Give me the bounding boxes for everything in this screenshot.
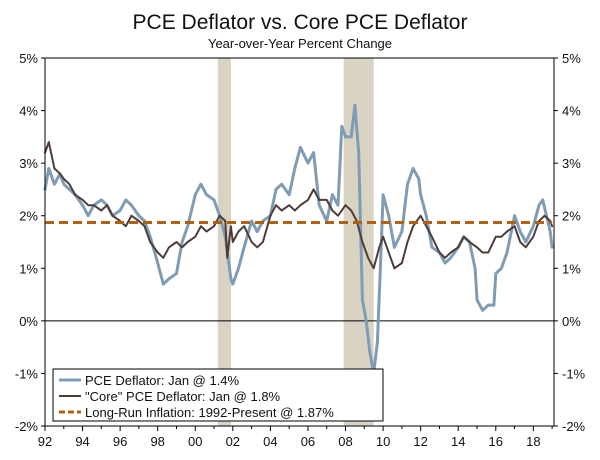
chart-subtitle: Year-over-Year Percent Change xyxy=(208,36,392,51)
series-line-1 xyxy=(43,103,554,375)
x-tick-label: 16 xyxy=(489,434,503,449)
legend: PCE Deflator: Jan @ 1.4%"Core" PCE Defla… xyxy=(52,368,384,422)
x-tick-label: 06 xyxy=(301,434,315,449)
y-tick-label-right: 0% xyxy=(562,314,581,329)
y-tick-label-right: 5% xyxy=(562,51,581,66)
series-layer xyxy=(43,103,554,375)
y-tick-label-left: 4% xyxy=(19,104,38,119)
legend-label-3: Long-Run Inflation: 1992-Present @ 1.87% xyxy=(85,405,334,420)
axes: 5% 5%4% 4%3% 3%2% 2%1% 1%0% 0%-1% -1%-2% -2%92 94… xyxy=(15,51,586,449)
y-tick-label-left: 0% xyxy=(19,314,38,329)
recession-band-1 xyxy=(217,58,231,426)
series-line-2 xyxy=(44,141,554,270)
x-tick-label: 92 xyxy=(38,434,52,449)
x-tick-label: 14 xyxy=(451,434,465,449)
legend-label-2: "Core" PCE Deflator: Jan @ 1.8% xyxy=(85,389,281,404)
y-tick-label-right: 1% xyxy=(562,261,581,276)
y-tick-label-left: -1% xyxy=(15,366,39,381)
x-tick-label: 96 xyxy=(113,434,127,449)
x-tick-label: 18 xyxy=(526,434,540,449)
y-tick-label-left: 2% xyxy=(19,209,38,224)
chart-title: PCE Deflator vs. Core PCE Deflator xyxy=(133,11,468,34)
x-tick-label: 94 xyxy=(75,434,89,449)
y-tick-label-right: -2% xyxy=(562,419,586,434)
x-tick-label: 04 xyxy=(263,434,277,449)
recession-band-2 xyxy=(343,58,374,426)
x-tick-label: 10 xyxy=(376,434,390,449)
legend-label-1: PCE Deflator: Jan @ 1.4% xyxy=(85,373,240,388)
legend-box xyxy=(52,368,384,422)
y-tick-label-right: 3% xyxy=(562,156,581,171)
y-tick-label-left: 1% xyxy=(19,261,38,276)
y-tick-label-right: -1% xyxy=(562,366,586,381)
x-tick-label: 12 xyxy=(413,434,427,449)
recession-shading xyxy=(217,58,374,426)
x-tick-label: 98 xyxy=(150,434,164,449)
y-tick-label-left: -2% xyxy=(15,419,39,434)
plot-frame xyxy=(44,57,555,427)
y-tick-label-right: 2% xyxy=(562,209,581,224)
y-tick-label-left: 5% xyxy=(19,51,38,66)
x-tick-label: 08 xyxy=(338,434,352,449)
x-tick-label: 00 xyxy=(188,434,202,449)
x-tick-label: 02 xyxy=(226,434,240,449)
y-tick-label-right: 4% xyxy=(562,104,581,119)
y-tick-label-left: 3% xyxy=(19,156,38,171)
